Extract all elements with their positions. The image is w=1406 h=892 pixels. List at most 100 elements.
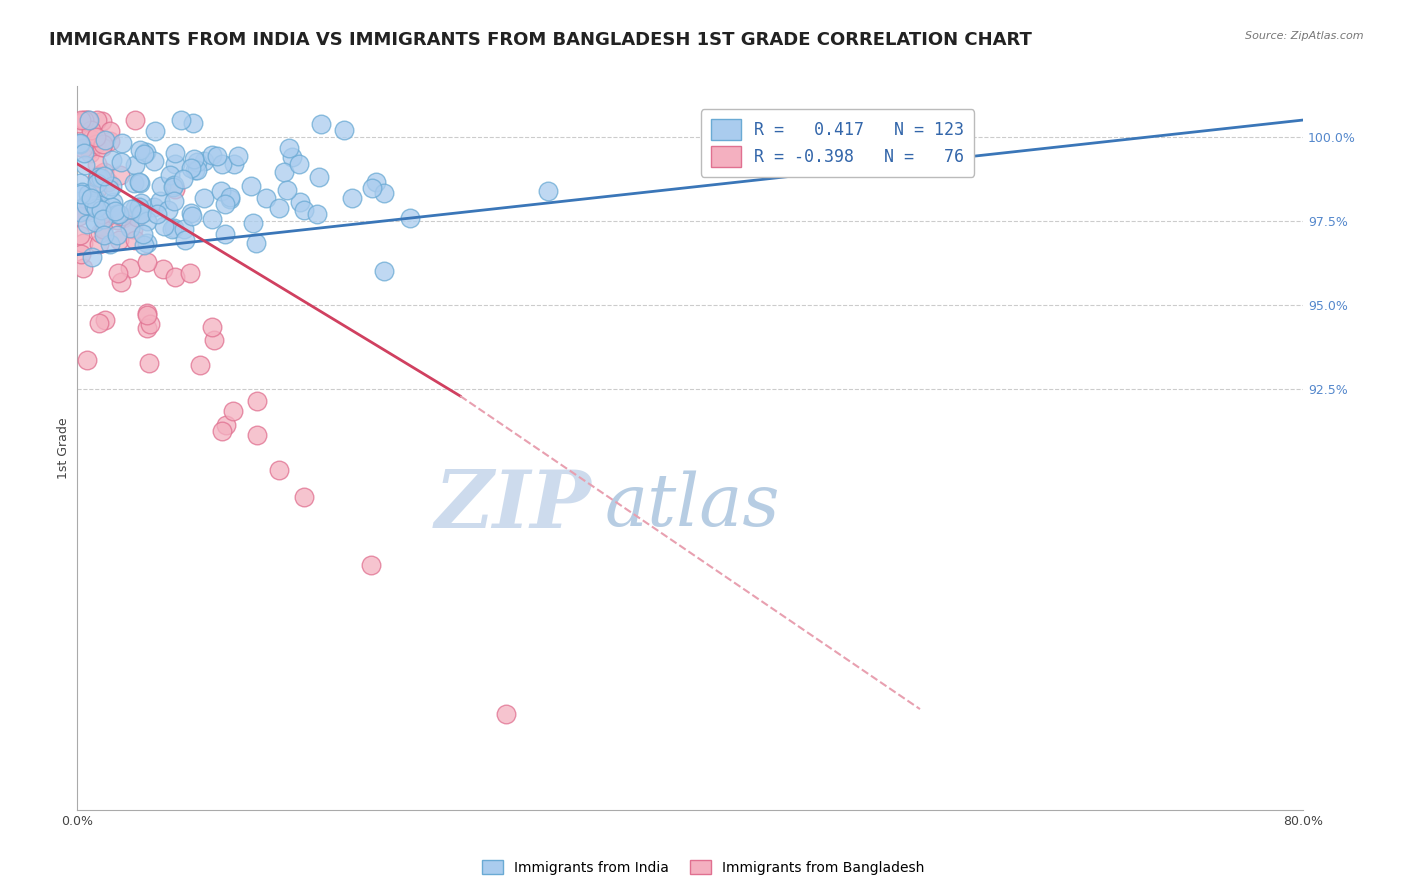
Point xyxy=(209,184,232,198)
Point xyxy=(110,155,132,169)
Point xyxy=(108,207,131,221)
Point xyxy=(183,116,205,130)
Point xyxy=(90,202,112,217)
Point xyxy=(186,154,208,169)
Point xyxy=(307,207,329,221)
Point xyxy=(173,233,195,247)
Point xyxy=(202,333,225,347)
Point xyxy=(214,197,236,211)
Point xyxy=(67,210,90,224)
Point xyxy=(292,490,315,504)
Point xyxy=(75,113,97,128)
Point xyxy=(76,186,98,201)
Point xyxy=(156,203,179,218)
Point xyxy=(193,191,215,205)
Point xyxy=(308,170,330,185)
Point xyxy=(98,181,121,195)
Point xyxy=(75,204,97,219)
Point xyxy=(86,157,108,171)
Point xyxy=(84,215,107,229)
Point xyxy=(124,201,146,215)
Point xyxy=(69,136,91,150)
Point xyxy=(211,424,233,438)
Point xyxy=(89,227,111,241)
Point xyxy=(93,165,115,179)
Point xyxy=(91,207,114,221)
Point xyxy=(67,205,90,219)
Point xyxy=(366,175,388,189)
Point xyxy=(107,266,129,280)
Point xyxy=(69,176,91,190)
Point xyxy=(128,175,150,189)
Point xyxy=(179,266,201,280)
Point xyxy=(214,227,236,241)
Point xyxy=(69,136,91,151)
Point xyxy=(218,192,240,206)
Point xyxy=(537,184,560,198)
Point xyxy=(111,136,134,150)
Point xyxy=(105,227,128,242)
Point xyxy=(188,358,211,372)
Point xyxy=(159,168,181,182)
Point xyxy=(76,217,98,231)
Point xyxy=(172,172,194,186)
Point xyxy=(129,144,152,158)
Point xyxy=(98,124,121,138)
Point xyxy=(245,236,267,251)
Point xyxy=(276,183,298,197)
Point xyxy=(309,117,332,131)
Point xyxy=(292,202,315,217)
Point xyxy=(246,393,269,408)
Point xyxy=(79,113,101,128)
Point xyxy=(165,182,187,196)
Point xyxy=(273,165,295,179)
Point xyxy=(201,319,224,334)
Point xyxy=(183,152,205,166)
Legend: Immigrants from India, Immigrants from Bangladesh: Immigrants from India, Immigrants from B… xyxy=(477,855,929,880)
Point xyxy=(163,178,186,193)
Point xyxy=(136,306,159,320)
Point xyxy=(86,181,108,195)
Point xyxy=(107,233,129,247)
Point xyxy=(222,404,245,418)
Point xyxy=(122,176,145,190)
Point xyxy=(112,211,135,225)
Point xyxy=(267,202,290,216)
Point xyxy=(72,140,94,154)
Point xyxy=(72,236,94,251)
Point xyxy=(86,176,108,190)
Point xyxy=(288,157,311,171)
Point xyxy=(94,313,117,327)
Point xyxy=(211,157,233,171)
Y-axis label: 1st Grade: 1st Grade xyxy=(58,417,70,479)
Point xyxy=(373,264,395,278)
Point xyxy=(101,153,124,168)
Point xyxy=(173,222,195,236)
Point xyxy=(91,211,114,226)
Point xyxy=(80,132,103,146)
Point xyxy=(124,158,146,172)
Point xyxy=(69,205,91,219)
Point xyxy=(145,124,167,138)
Point xyxy=(239,178,262,193)
Point xyxy=(146,207,169,221)
Point xyxy=(90,139,112,153)
Point xyxy=(79,145,101,160)
Point xyxy=(180,161,202,175)
Point xyxy=(132,227,155,241)
Point xyxy=(75,158,97,172)
Text: IMMIGRANTS FROM INDIA VS IMMIGRANTS FROM BANGLADESH 1ST GRADE CORRELATION CHART: IMMIGRANTS FROM INDIA VS IMMIGRANTS FROM… xyxy=(49,31,1032,49)
Text: ZIP: ZIP xyxy=(436,467,592,545)
Point xyxy=(163,194,186,208)
Point xyxy=(135,235,157,250)
Point xyxy=(87,169,110,183)
Point xyxy=(70,187,93,202)
Point xyxy=(84,130,107,145)
Point xyxy=(87,316,110,330)
Point xyxy=(87,169,110,184)
Point xyxy=(136,214,159,228)
Point xyxy=(143,200,166,214)
Point xyxy=(70,186,93,200)
Point xyxy=(84,201,107,215)
Point xyxy=(128,202,150,216)
